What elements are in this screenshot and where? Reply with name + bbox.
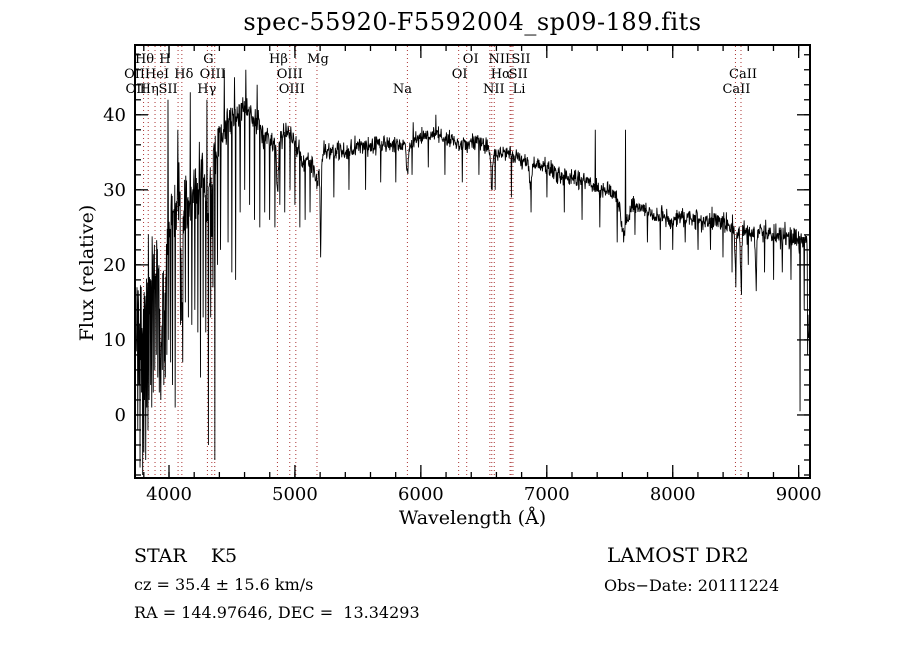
y-tick-labels: 0 10 20 30 40	[103, 105, 126, 426]
line-label-Hθ-3798: Hθ	[135, 52, 154, 67]
y-tick-label-40: 40	[103, 105, 126, 126]
x-tick-labels: 4000 5000 6000 7000 8000 9000	[146, 484, 821, 505]
x-axis-title: Wavelength (Å)	[398, 507, 547, 529]
line-label-SII-6731: SII	[511, 52, 530, 67]
x-tick-label-9000: 9000	[776, 484, 822, 505]
line-label-H-3968: H	[159, 52, 170, 67]
radial-velocity-label: cz = 35.4 ± 15.6 km/s	[134, 575, 314, 594]
line-label-CaII-8542: CaII	[729, 67, 757, 82]
line-label-OIII-4363: OIII	[200, 67, 226, 82]
y-tick-label-30: 30	[103, 180, 126, 201]
x-tick-label-7000: 7000	[524, 484, 570, 505]
line-label-Hγ-4340: Hγ	[197, 82, 216, 97]
line-label-G-4305: G	[203, 52, 213, 67]
line-label-OI-6364: OI	[463, 52, 479, 67]
spectrum-trace	[136, 69, 809, 476]
line-label-Li-6708: Li	[513, 82, 526, 97]
x-tick-label-8000: 8000	[650, 484, 696, 505]
line-label-SII-6717: SII	[509, 67, 528, 82]
line-label-OIII-4959: OIII	[277, 67, 303, 82]
line-label-OIII-5007: OIII	[279, 82, 305, 97]
line-label-OII-3727: OII	[124, 67, 145, 82]
y-tick-label-0: 0	[115, 405, 126, 426]
ra-dec-label: RA = 144.97646, DEC = 13.34293	[134, 603, 420, 622]
line-label-Hα-6563: Hα	[491, 67, 511, 82]
obs-date-label: Obs−Date: 20111224	[604, 576, 780, 595]
y-tick-label-10: 10	[103, 330, 126, 351]
line-label-Hδ-4102: Hδ	[174, 67, 193, 82]
line-label-SII-4072: SII	[158, 82, 177, 97]
line-label-Mg-5175: Mg	[307, 52, 329, 67]
line-label-NII-6548: NII	[483, 82, 505, 97]
plot-frame	[134, 44, 811, 479]
line-label-NII-6583: NII	[488, 52, 510, 67]
x-tick-label-6000: 6000	[398, 484, 444, 505]
line-label-HeI-3889: HeI	[145, 67, 169, 82]
line-label-OII-3730: OII	[126, 82, 147, 97]
x-tick-label-4000: 4000	[146, 484, 192, 505]
plot-title: spec-55920-F5592004_sp09-189.fits	[243, 8, 702, 36]
line-label-CaII-8498: CaII	[722, 82, 750, 97]
line-label-OI-6300: OI	[452, 67, 468, 82]
line-label-Na-5893: Na	[393, 82, 412, 97]
line-label-Hη-3835: Hη	[140, 82, 159, 97]
x-tick-label-5000: 5000	[272, 484, 318, 505]
spectral-line-labels: OIIOIIHθHηHeIHSIIHδGHγOIIIHβOIIIOIIIMgNa…	[124, 52, 757, 97]
spectral-line-markers	[143, 46, 742, 477]
axis-ticks	[135, 45, 810, 478]
survey-release-label: LAMOST DR2	[607, 543, 749, 567]
line-label-Hβ-4861: Hβ	[269, 52, 288, 67]
y-tick-label-20: 20	[103, 255, 126, 276]
object-class-label: STAR K5	[134, 545, 238, 567]
y-axis-title: Flux (relative)	[76, 204, 98, 342]
